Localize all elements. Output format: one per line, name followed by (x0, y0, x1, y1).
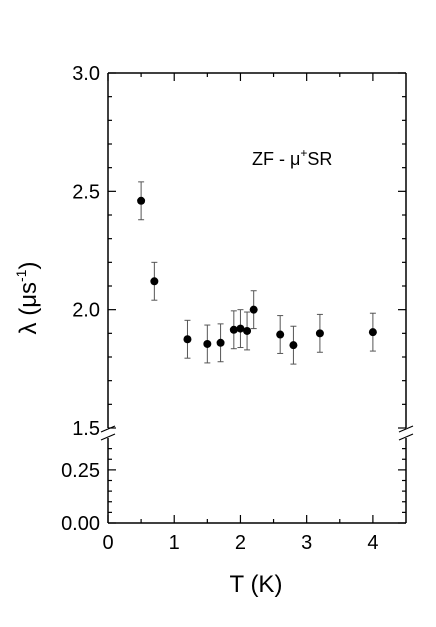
data-point (249, 305, 258, 314)
data-point (368, 328, 377, 337)
y-axis-label-text: λ (μs-1) (13, 262, 42, 335)
y-axis-label: λ (μs-1) (13, 262, 42, 335)
data-points (137, 181, 377, 365)
data-point (216, 338, 225, 347)
y-upper-tick-label: 1.5 (72, 418, 100, 440)
data-point (315, 329, 324, 338)
y-axis-label-close: ) (15, 262, 42, 270)
break-slash-upper (398, 425, 414, 433)
x-tick-label: 1 (169, 532, 180, 554)
data-point (229, 325, 238, 334)
break-slash-lower (398, 433, 414, 441)
data-point (243, 326, 252, 335)
x-tick-label: 3 (301, 532, 312, 554)
data-point (150, 277, 159, 286)
data-point (276, 330, 285, 339)
x-axis-label: T (K) (230, 571, 283, 598)
y-lower-tick-label: 0.00 (61, 513, 100, 535)
data-point (236, 324, 245, 333)
break-slash-upper (100, 425, 116, 433)
y-upper-tick-label: 2.5 (72, 181, 100, 203)
data-point (203, 339, 212, 348)
tick-labels: 0 1 2 3 4 1.5 2.0 2.5 3.0 0.00 0.25 (61, 63, 378, 554)
annotation-prefix: ZF - μ (252, 149, 300, 169)
break-slash-lower (100, 433, 116, 441)
y-lower-tick-label: 0.25 (61, 460, 100, 482)
axis-break-marks (100, 425, 414, 441)
x-tick-label: 0 (102, 532, 113, 554)
x-tick-label: 2 (235, 532, 246, 554)
data-point (289, 341, 298, 350)
y-axis-label-main: λ (μs (15, 282, 42, 335)
annotation-zf-musr: ZF - μ+SR (252, 146, 332, 169)
plot-frame (107, 72, 407, 524)
data-point (137, 196, 146, 205)
axis-ticks (107, 72, 406, 524)
x-tick-label: 4 (367, 532, 378, 554)
y-axis-label-exponent: -1 (13, 269, 29, 282)
y-upper-tick-label: 3.0 (72, 63, 100, 85)
annotation-suffix: SR (307, 149, 332, 169)
annotation-superscript: + (300, 146, 307, 160)
y-upper-tick-label: 2.0 (72, 300, 100, 322)
data-point (183, 335, 192, 344)
